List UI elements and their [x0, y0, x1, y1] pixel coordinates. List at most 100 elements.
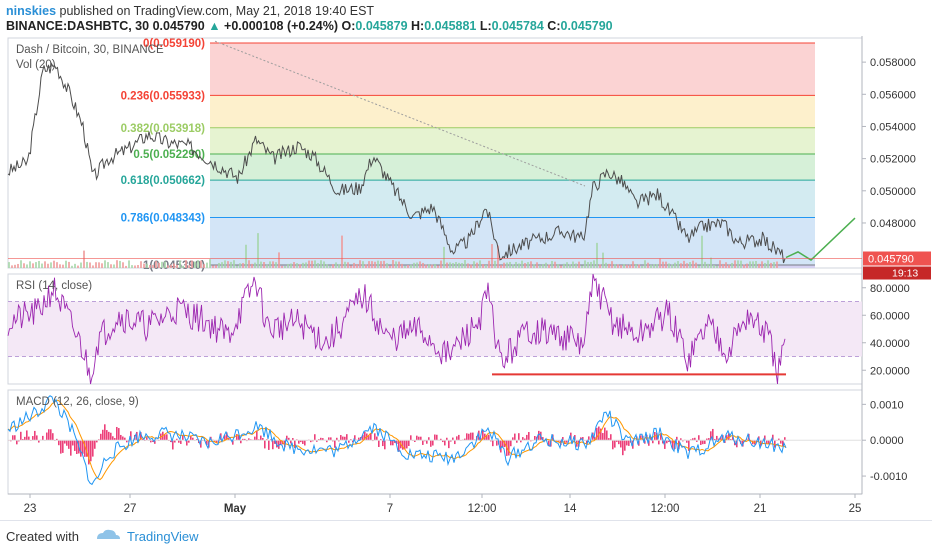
macd-hist-bar [688, 440, 690, 451]
macd-hist-bar [608, 438, 610, 441]
author-name[interactable]: ninskies [6, 4, 57, 18]
macd-hist-bar [582, 437, 584, 441]
macd-hist-bar [32, 436, 34, 441]
macd-hist-bar [62, 440, 64, 453]
macd-hist-bar [384, 440, 386, 450]
volume-bar [449, 262, 451, 268]
volume-bar [482, 264, 484, 268]
volume-bar [665, 261, 667, 268]
volume-bar [626, 264, 628, 268]
macd-hist-bar [274, 440, 276, 444]
volume-bar [542, 264, 544, 268]
volume-bar [383, 260, 385, 268]
chart-canvas[interactable]: 0(0.059190) 0.236(0.055933) 0.382(0.053918… [0, 36, 932, 520]
price-tick-label: 0.056000 [870, 89, 916, 101]
volume-bar [41, 263, 43, 268]
macd-hist-bar [662, 440, 664, 444]
volume-bar [686, 263, 688, 268]
volume-bar [773, 262, 775, 268]
macd-hist-bar [566, 440, 568, 443]
tradingview-brand[interactable]: TradingView [127, 529, 199, 544]
volume-bar [623, 264, 625, 268]
macd-hist-bar [768, 440, 770, 445]
publish-line: ninskies published on TradingView.com, M… [6, 4, 374, 18]
macd-hist-bar [242, 438, 244, 441]
macd-hist-bar [694, 437, 696, 441]
macd-hist-bar [92, 440, 94, 457]
volume-bar [353, 262, 355, 268]
macd-hist-bar [514, 433, 516, 441]
volume-bar [305, 262, 307, 268]
macd-hist-bar [294, 440, 296, 448]
macd-hist-bar [140, 432, 142, 441]
volume-bar [68, 261, 70, 268]
volume-bar [194, 261, 196, 268]
macd-hist-bar [316, 440, 318, 442]
macd-hist-bar [228, 437, 230, 441]
macd-hist-bar [332, 440, 334, 442]
macd-hist-bar [182, 435, 184, 441]
macd-hist-bar [644, 440, 646, 444]
volume-bar [377, 260, 379, 268]
volume-bar [707, 263, 709, 268]
macd-hist-bar [428, 437, 430, 441]
volume-bar [701, 235, 703, 268]
volume-bar [680, 263, 682, 268]
volume-bar [206, 262, 208, 268]
close-value: 0.045790 [560, 19, 613, 33]
volume-bar [164, 261, 166, 268]
macd-hist-bar [206, 440, 208, 446]
volume-bar [47, 263, 49, 268]
macd-hist-bar [370, 432, 372, 441]
macd-hist-bar [448, 440, 450, 449]
macd-hist-bar [352, 440, 354, 443]
volume-bar [743, 264, 745, 268]
macd-hist-bar [486, 434, 488, 441]
volume-bar [191, 260, 193, 268]
macd-hist-bar [110, 432, 112, 441]
volume-bar [23, 263, 25, 268]
macd-hist-bar [238, 435, 240, 441]
macd-hist-bar [378, 440, 380, 447]
macd-hist-bar [68, 440, 70, 449]
volume-bar [476, 262, 478, 268]
volume-bar [608, 263, 610, 268]
volume-bar [59, 264, 61, 268]
macd-hist-bar [746, 438, 748, 441]
volume-bar [188, 265, 190, 268]
macd-hist-bar [76, 440, 78, 455]
volume-bar [749, 261, 751, 268]
macd-hist-bar [86, 440, 88, 457]
time-tick-label: 7 [387, 503, 393, 515]
macd-hist-bar [292, 438, 294, 441]
macd-hist-bar [672, 440, 674, 450]
macd-hist-bar [592, 432, 594, 441]
volume-bar [509, 261, 511, 268]
macd-hist-bar [782, 440, 784, 447]
volume-bar [692, 260, 694, 268]
macd-hist-bar [88, 440, 90, 465]
macd-hist-bar [490, 440, 492, 442]
macd-hist-bar [42, 435, 44, 441]
volume-bar [320, 260, 322, 268]
time-tick-label: May [224, 503, 247, 515]
macd-hist-bar [670, 440, 672, 444]
volume-bar [641, 265, 643, 268]
volume-bar [350, 265, 352, 268]
volume-bar [221, 262, 223, 268]
macd-hist-bar [200, 440, 202, 448]
volume-bar [146, 263, 148, 268]
macd-hist-bar [424, 440, 426, 442]
volume-bar [368, 261, 370, 268]
volume-bar [395, 261, 397, 268]
volume-bar [425, 264, 427, 268]
volume-bar [362, 261, 364, 268]
macd-hist-bar [278, 440, 280, 449]
macd-hist-bar [640, 435, 642, 441]
up-arrow-icon: ▲ [208, 19, 221, 33]
macd-hist-bar [362, 434, 364, 441]
macd-hist-bar [330, 437, 332, 441]
volume-bar [149, 264, 151, 268]
macd-hist-bar [244, 438, 246, 441]
macd-hist-bar [126, 440, 128, 443]
